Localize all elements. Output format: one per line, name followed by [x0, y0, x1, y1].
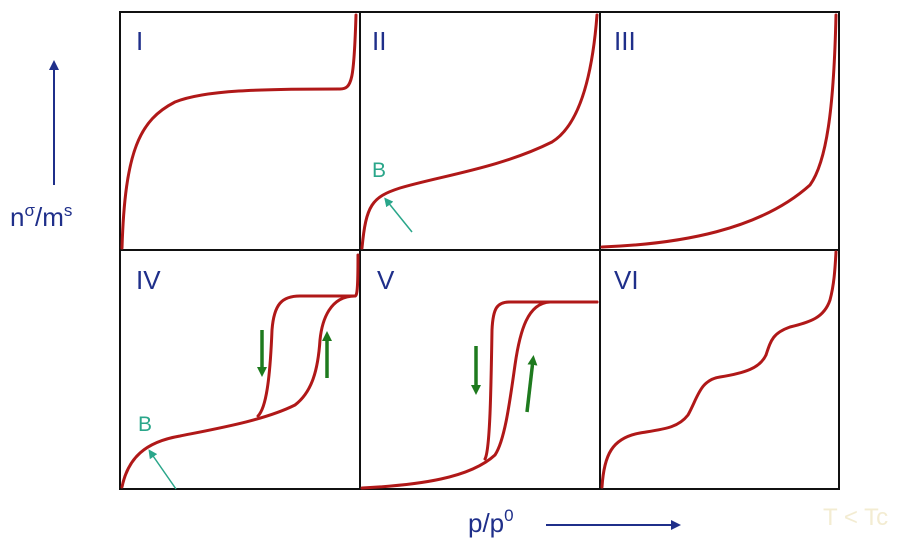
adsorption-arrow-V — [525, 355, 538, 413]
x-axis-label: p/p0 — [468, 506, 514, 538]
point-b-label-II: B — [372, 159, 386, 182]
isotherm-type-IV-desorption-branch — [256, 294, 357, 418]
panel-label-III: III — [614, 26, 636, 56]
point-b-arrow-IV — [148, 449, 177, 490]
isotherm-type-V-adsorption-branch — [360, 300, 599, 490]
panel-label-V: V — [377, 265, 395, 295]
isotherm-type-III-curve — [600, 13, 838, 249]
isotherm-type-VI-curve — [600, 250, 838, 489]
point-b-arrow-II — [384, 197, 413, 233]
isotherm-type-II-curve — [360, 13, 599, 250]
temperature-note: T < Tc — [823, 504, 888, 531]
point-b-label-IV: B — [138, 413, 152, 436]
y-axis-label: nσ/ms — [10, 201, 72, 232]
panel-label-IV: IV — [136, 265, 161, 295]
panel-grid — [119, 11, 840, 490]
isotherm-type-V-desorption-branch — [483, 300, 599, 461]
panel-label-VI: VI — [614, 265, 639, 295]
isotherm-type-I-curve — [120, 13, 358, 250]
panel-label-I: I — [136, 26, 143, 56]
panel-label-II: II — [372, 26, 386, 56]
